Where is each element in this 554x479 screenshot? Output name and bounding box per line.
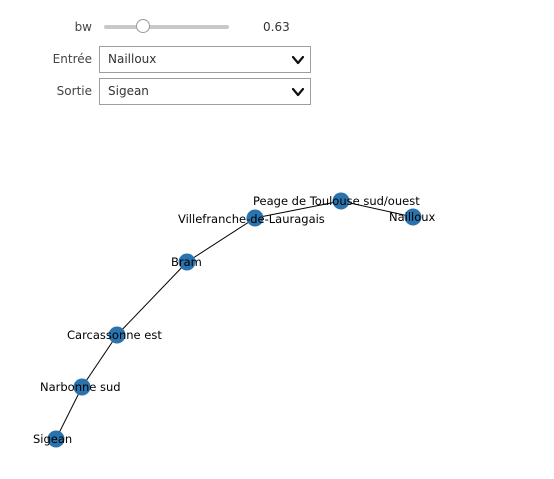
chevron-down-icon bbox=[291, 55, 305, 65]
bw-value-readout: 0.63 bbox=[263, 20, 290, 34]
graph-node-label-peage: Peage de Toulouse sud/ouest bbox=[253, 194, 420, 208]
sortie-selected-value: Sigean bbox=[108, 84, 149, 98]
graph-node-label-carcassonne: Carcassonne est bbox=[67, 328, 162, 342]
graph-node-sigean bbox=[47, 430, 65, 448]
entree-selected-value: Nailloux bbox=[108, 52, 157, 66]
graph-edge-carcassonne-narbonne bbox=[81, 334, 118, 388]
graph-node-nailloux bbox=[404, 208, 422, 226]
bw-label: bw bbox=[74, 20, 92, 34]
graph-node-label-narbonne: Narbonne sud bbox=[40, 380, 121, 394]
graph-node-label-villefranche: Villefranche-de-Lauragais bbox=[178, 212, 325, 226]
graph-node-carcassonne bbox=[108, 326, 126, 344]
bw-slider-handle[interactable] bbox=[136, 19, 151, 33]
graph-edge-bram-carcassonne bbox=[116, 261, 188, 336]
graph-edge-narbonne-sigean bbox=[55, 386, 83, 440]
graph-node-label-bram: Bram bbox=[171, 255, 202, 269]
graph-edge-nailloux-peage bbox=[340, 200, 414, 218]
graph-node-peage bbox=[332, 192, 350, 210]
entree-label: Entrée bbox=[52, 52, 92, 66]
graph-node-narbonne bbox=[73, 378, 91, 396]
graph-edge-peage-villefranche bbox=[254, 200, 342, 219]
chevron-down-icon bbox=[291, 87, 305, 97]
graph-edge-villefranche-bram bbox=[186, 217, 256, 263]
entree-select[interactable]: Nailloux bbox=[99, 46, 311, 73]
bw-slider-track[interactable] bbox=[104, 25, 229, 29]
sortie-label: Sortie bbox=[56, 84, 92, 98]
graph-node-label-sigean: Sigean bbox=[33, 432, 72, 446]
graph-node-bram bbox=[178, 253, 196, 271]
graph-node-villefranche bbox=[246, 209, 264, 227]
sortie-select[interactable]: Sigean bbox=[99, 78, 311, 105]
graph-node-label-nailloux: Nailloux bbox=[389, 210, 436, 224]
